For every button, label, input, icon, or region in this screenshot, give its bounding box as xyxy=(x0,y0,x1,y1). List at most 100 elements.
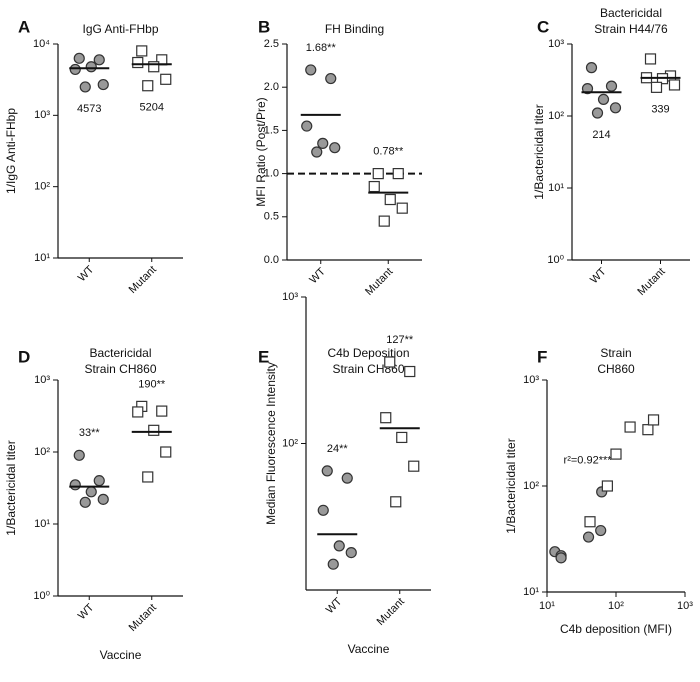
data-point xyxy=(329,142,341,154)
x-axis-label: Vaccine xyxy=(348,642,390,656)
data-point xyxy=(591,107,604,119)
y-tick-label: 10⁴ xyxy=(33,38,50,50)
data-point xyxy=(85,486,97,498)
data-point xyxy=(609,102,622,114)
data-point xyxy=(317,504,329,516)
x-axis-label: Vaccine xyxy=(100,648,142,662)
y-tick-label: 0.0 xyxy=(264,254,279,266)
y-tick-label: 2.0 xyxy=(264,81,279,93)
y-tick-label: 10² xyxy=(282,437,298,449)
data-point xyxy=(384,193,396,206)
median-label: 1.68** xyxy=(306,42,337,54)
panel-title: CH860 xyxy=(597,362,635,376)
y-tick-label: 10³ xyxy=(548,38,564,50)
y-tick-label: 1.0 xyxy=(264,168,279,180)
panel-title: Strain H44/76 xyxy=(594,22,668,36)
x-tick-label: Mutant xyxy=(127,602,159,634)
data-point xyxy=(644,53,657,65)
data-point xyxy=(73,449,85,461)
data-point xyxy=(390,496,402,508)
x-tick-label: WT xyxy=(76,263,97,284)
data-point xyxy=(325,72,337,85)
y-axis-label: Median Fluorescence Intensity xyxy=(264,362,278,525)
y-tick-label: 10² xyxy=(548,110,564,122)
data-point xyxy=(378,215,390,227)
panel-title: Bactericidal xyxy=(600,6,662,20)
data-point xyxy=(327,558,339,570)
y-axis-label: 1/Bactericidal titer xyxy=(4,440,18,535)
data-point xyxy=(668,79,681,91)
median-label: 339 xyxy=(651,103,669,115)
data-point xyxy=(647,414,660,426)
data-point xyxy=(384,356,396,368)
data-point xyxy=(93,475,105,487)
data-point xyxy=(597,93,610,106)
y-tick-label: 10² xyxy=(523,480,539,492)
data-point xyxy=(156,405,168,417)
panel-letter: C xyxy=(537,17,549,36)
data-point xyxy=(396,431,408,444)
y-tick-label: 10³ xyxy=(523,374,539,386)
data-point xyxy=(582,531,595,543)
panel-letter: B xyxy=(258,17,270,36)
data-point xyxy=(97,78,109,91)
data-point xyxy=(160,73,172,85)
data-point xyxy=(69,479,81,491)
y-tick-label: 10³ xyxy=(34,374,50,386)
x-tick-label: WT xyxy=(307,265,328,286)
data-point xyxy=(372,168,384,180)
data-point xyxy=(301,120,313,132)
data-point xyxy=(136,45,148,57)
y-tick-label: 10² xyxy=(34,181,50,193)
data-point xyxy=(404,365,416,378)
data-point xyxy=(305,64,317,76)
data-point xyxy=(601,480,613,492)
panel-title: Bactericidal xyxy=(89,346,151,360)
data-point xyxy=(85,61,97,73)
data-point xyxy=(132,406,144,418)
annotation: r²=0.92*** xyxy=(564,454,613,466)
x-tick-label: Mutant xyxy=(363,266,395,298)
data-point xyxy=(595,524,607,537)
y-tick-label: 10² xyxy=(34,446,50,458)
data-point xyxy=(610,448,622,460)
y-tick-label: 10¹ xyxy=(34,252,50,264)
median-label: 5204 xyxy=(140,102,164,114)
x-tick-label: Mutant xyxy=(635,266,667,298)
data-point xyxy=(317,137,329,149)
y-tick-label: 1.5 xyxy=(264,124,279,136)
data-point xyxy=(148,424,160,436)
data-point xyxy=(311,146,323,158)
median-label: 190** xyxy=(138,378,166,390)
x-tick-label: 10² xyxy=(608,600,624,612)
x-tick-label: WT xyxy=(324,595,345,616)
data-point xyxy=(392,168,404,180)
data-point xyxy=(321,465,333,477)
data-point xyxy=(345,547,357,559)
data-point xyxy=(624,421,636,433)
data-point xyxy=(160,446,172,458)
median-label: 33** xyxy=(79,427,101,439)
y-tick-label: 10⁰ xyxy=(547,254,564,266)
panel-title: C4b Deposition xyxy=(327,346,409,360)
data-point xyxy=(605,80,618,92)
y-tick-label: 10³ xyxy=(282,291,298,303)
data-point xyxy=(581,83,594,95)
panel-letter: F xyxy=(537,347,547,366)
data-point xyxy=(97,493,109,505)
data-point xyxy=(650,81,663,93)
x-tick-label: Mutant xyxy=(375,596,407,628)
x-tick-label: WT xyxy=(76,601,97,622)
x-tick-label: 10³ xyxy=(677,600,693,612)
y-tick-label: 10¹ xyxy=(34,518,50,530)
data-point xyxy=(642,424,654,436)
panel-title: IgG Anti-FHbp xyxy=(82,22,158,36)
y-axis-label: MFI Ratio (Post/Pre) xyxy=(254,97,268,206)
y-axis-label: 1/Bactericidal titer xyxy=(504,438,518,533)
panel-letter: E xyxy=(258,347,269,366)
y-tick-label: 10¹ xyxy=(523,586,539,598)
data-point xyxy=(396,202,408,214)
median-label: 127** xyxy=(386,334,414,346)
data-point xyxy=(333,540,345,552)
